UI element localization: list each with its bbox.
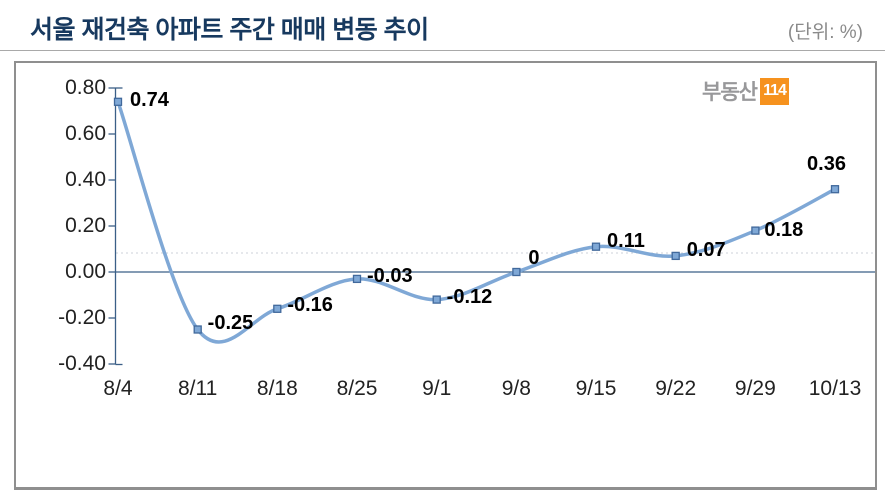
title-divider [0,50,885,51]
y-tick-label: -0.20 [58,306,106,329]
x-tick-label: 9/1 [422,377,452,400]
x-tick-label: 9/22 [655,377,697,400]
brand-badge-114: 114 [760,77,789,105]
data-label: 0.07 [686,238,726,261]
y-tick-label: 0.00 [65,260,106,283]
x-tick-label: 9/8 [501,377,531,400]
brand-watermark: 부동산 114 [702,76,789,106]
data-label: 0 [528,247,540,269]
data-label: -0.25 [207,311,254,334]
x-tick-label: 8/18 [256,377,298,400]
y-tick-label: 0.60 [65,122,106,145]
x-tick-label: 8/4 [103,377,133,400]
y-tick-label: 0.40 [65,168,106,191]
x-tick-label: 8/11 [177,377,218,400]
data-label: -0.03 [367,264,413,287]
data-label: 0.18 [764,218,804,241]
x-tick-label: 8/25 [336,377,378,400]
page-title: 서울 재건축 아파트 주간 매매 변동 추이 [30,16,429,44]
y-tick-label: 0.80 [65,76,106,99]
y-tick-label: 0.20 [65,214,106,237]
data-label: 0.74 [130,88,169,111]
brand-text: 부동산 [702,81,758,104]
data-label: 0.36 [807,153,846,176]
x-tick-label: 10/13 [808,377,862,400]
x-tick-label: 9/29 [734,377,776,400]
x-tick-label: 9/15 [575,377,617,400]
chart-panel: 부동산 114 [14,61,877,490]
unit-label: (단위: %) [787,22,863,43]
data-label: -0.12 [446,285,493,308]
data-label: 0.11 [607,229,645,252]
y-tick-label: -0.40 [58,352,106,375]
data-label: -0.16 [287,293,333,316]
